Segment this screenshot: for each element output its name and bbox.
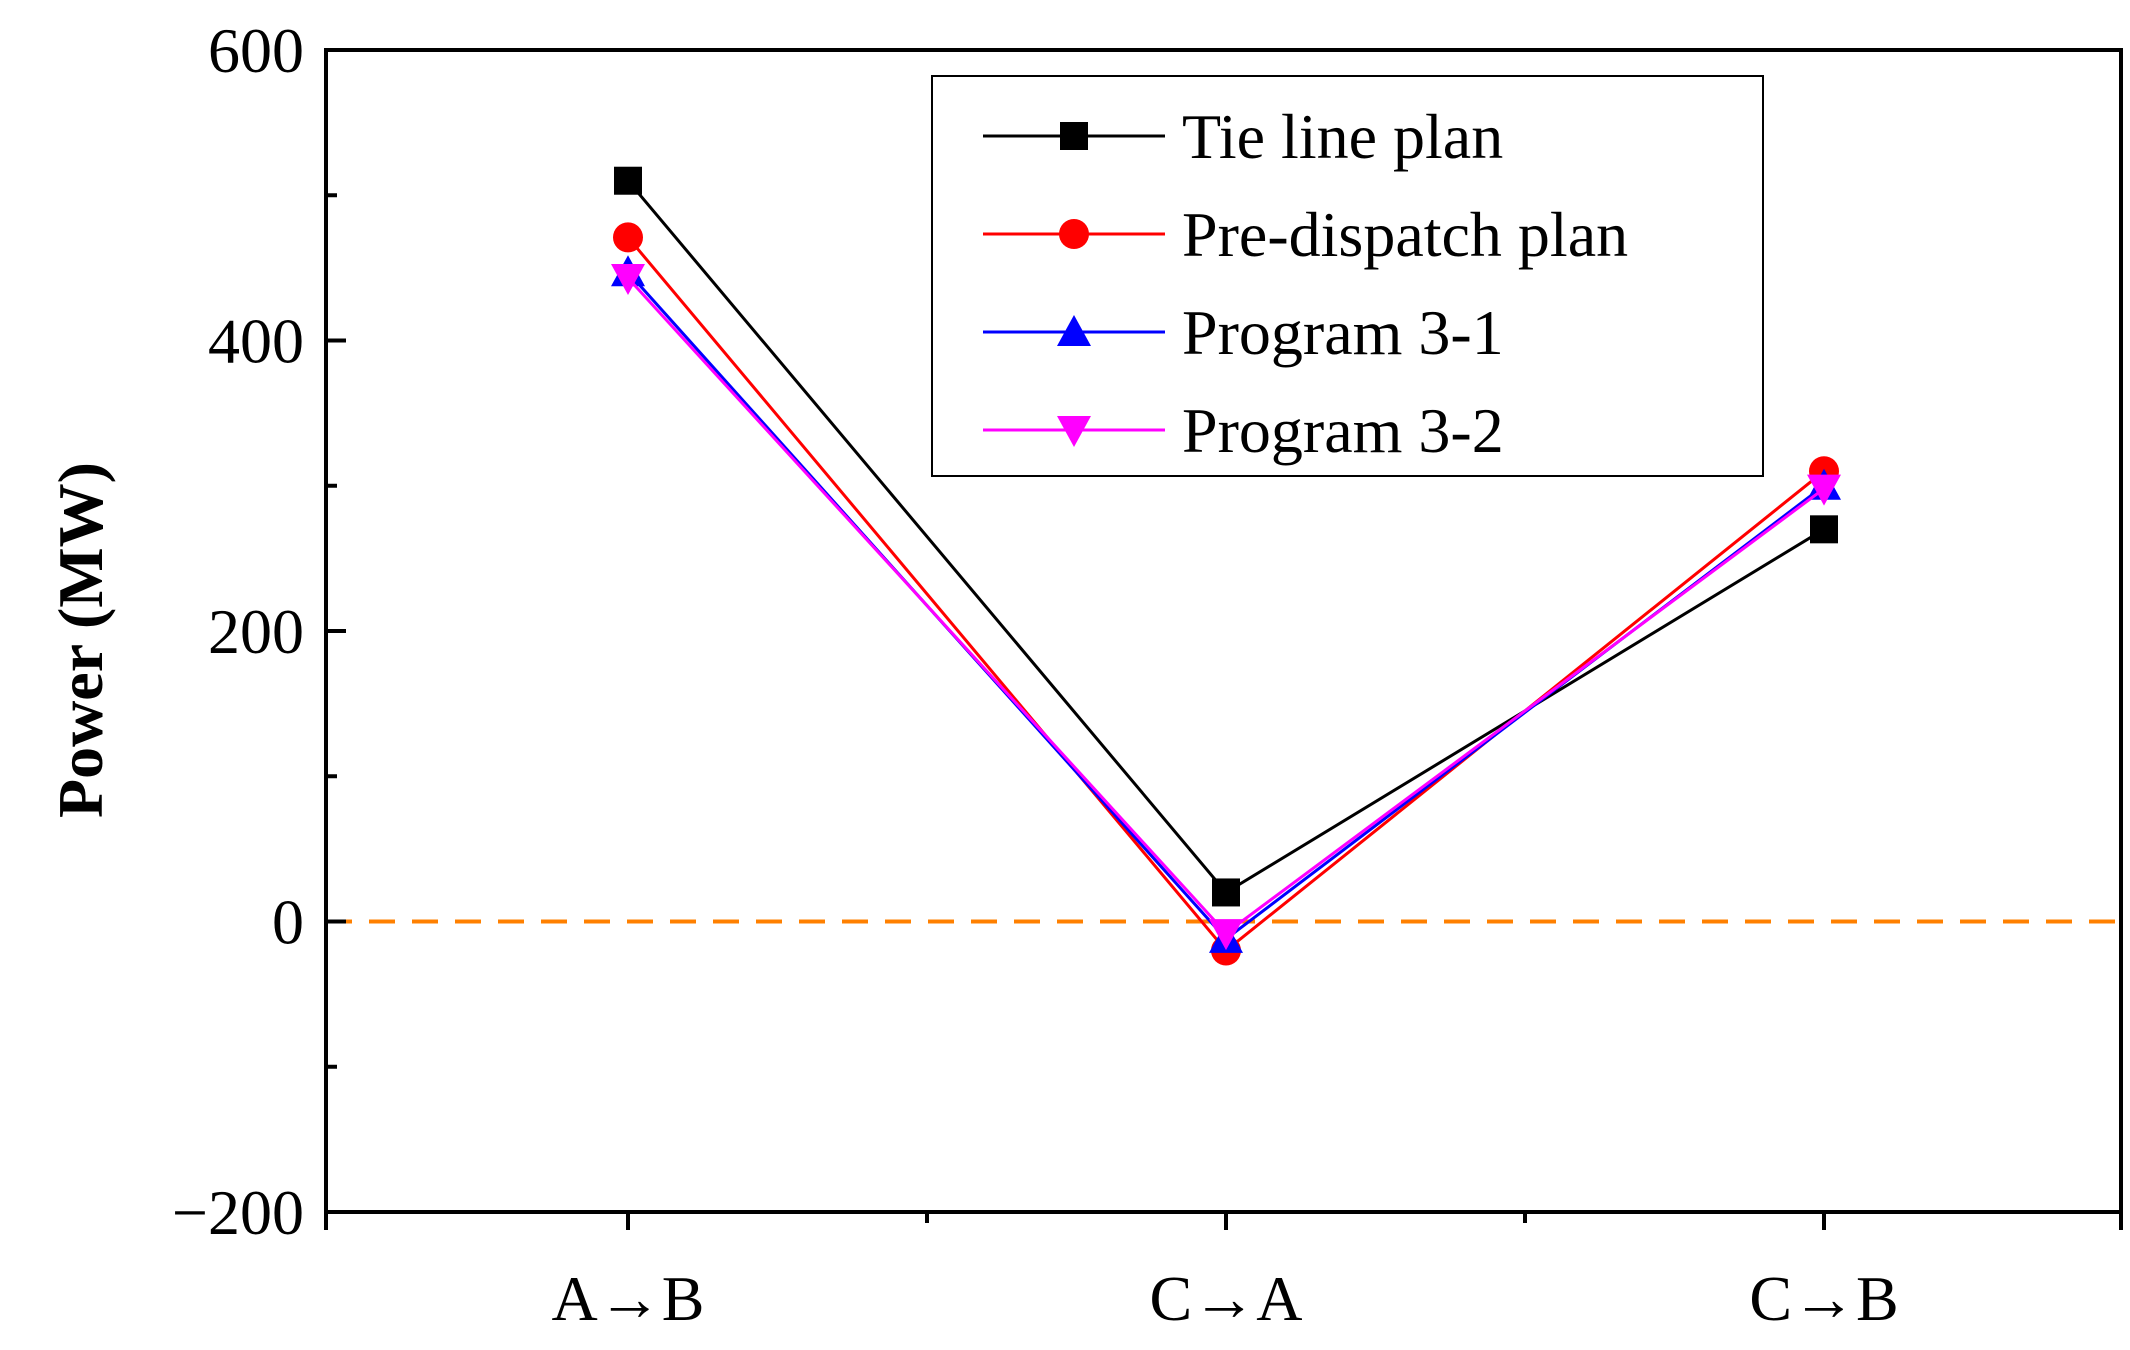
data-point (614, 166, 642, 195)
data-point (1212, 878, 1240, 907)
y-axis: −200 0 200 400 600 (172, 15, 346, 1248)
legend-item: Program 3-2 (983, 395, 1504, 466)
x-category-label: A→B (552, 1263, 705, 1334)
legend-marker (1057, 315, 1091, 346)
legend: Tie line plan Pre-dispatch plan Program 3-… (931, 75, 1764, 477)
y-tick-label: −200 (172, 1177, 304, 1248)
data-point (1209, 919, 1243, 951)
x-axis: A→B C→A C→B (324, 1212, 2123, 1334)
x-category-label: C→A (1150, 1263, 1303, 1334)
legend-item: Pre-dispatch plan (983, 199, 1628, 270)
legend-label: Tie line plan (1182, 101, 1503, 172)
series-4 (611, 264, 1841, 951)
data-point (613, 222, 643, 253)
legend-label: Program 3-1 (1182, 297, 1504, 368)
y-tick-label: 200 (208, 596, 304, 667)
legend-label: Pre-dispatch plan (1182, 199, 1628, 270)
legend-item: Program 3-1 (983, 297, 1504, 368)
data-point (1807, 474, 1841, 506)
y-tick-label: 0 (272, 887, 304, 958)
data-point (611, 264, 645, 296)
y-tick-label: 600 (208, 15, 304, 86)
data-point (1810, 515, 1838, 544)
series-layer (611, 166, 1841, 966)
legend-marker (1057, 416, 1091, 447)
legend-item: Tie line plan (983, 101, 1503, 172)
legend-label: Program 3-2 (1182, 395, 1504, 466)
legend-marker (1060, 122, 1088, 150)
y-tick-label: 400 (208, 306, 304, 377)
legend-marker (1059, 219, 1089, 249)
y-axis-title: Power (MW) (45, 462, 116, 818)
x-category-label: C→B (1749, 1263, 1898, 1334)
series-1 (614, 166, 1838, 907)
